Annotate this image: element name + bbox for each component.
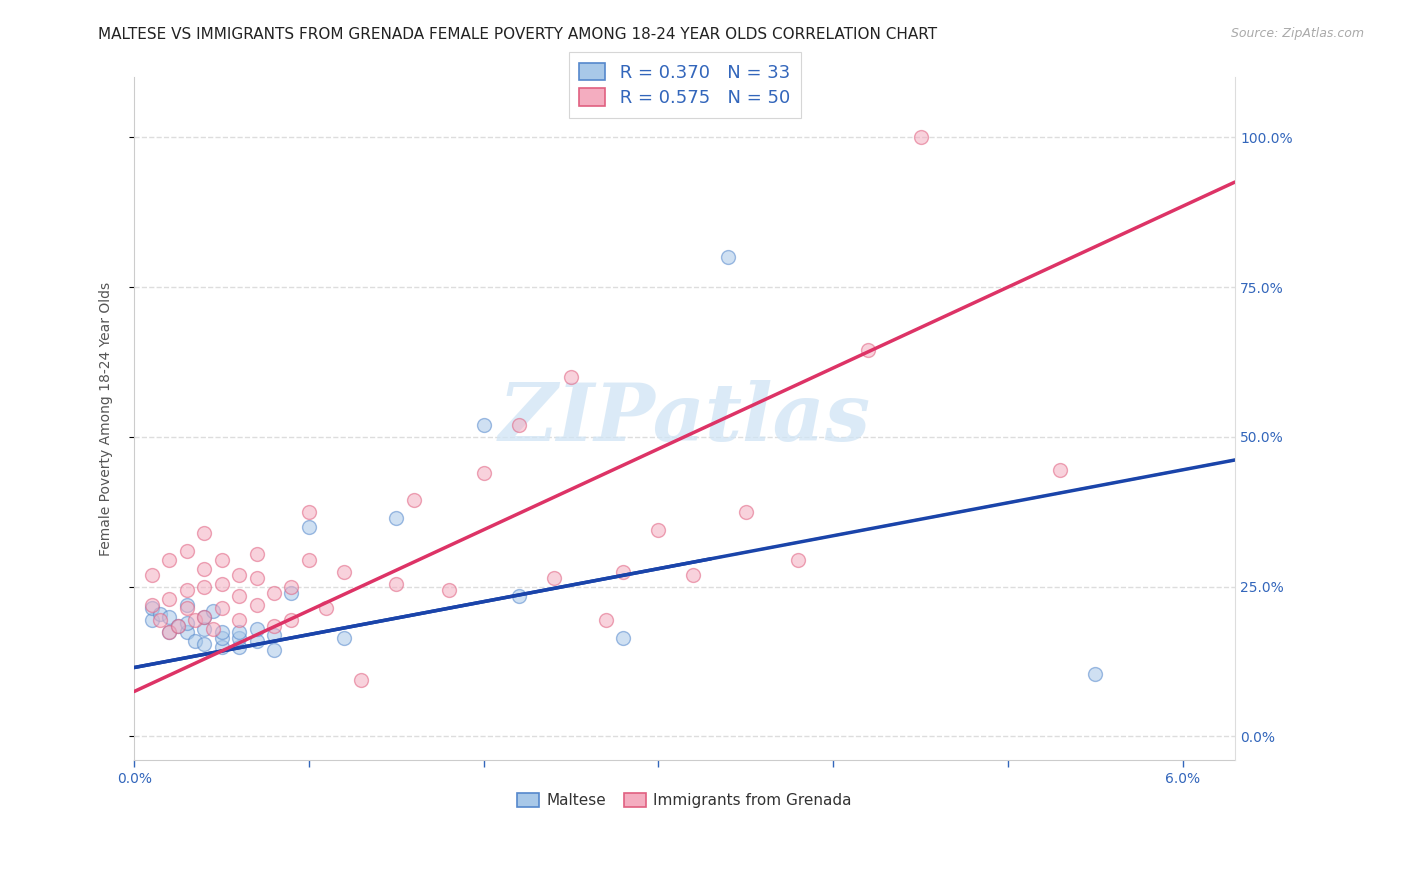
Point [149, 613, 172, 627]
Point [717, 250, 740, 264]
Point [333, 631, 356, 645]
Point [176, 600, 198, 615]
Point [193, 622, 215, 636]
Point [682, 567, 704, 582]
Point [228, 640, 250, 654]
Point [508, 417, 530, 432]
Point [472, 417, 495, 432]
Point [298, 520, 321, 534]
Point [201, 622, 224, 636]
Point [787, 552, 810, 566]
Point [612, 565, 634, 579]
Y-axis label: Female Poverty Among 18-24 Year Olds: Female Poverty Among 18-24 Year Olds [100, 282, 114, 556]
Point [263, 627, 285, 641]
Point [350, 673, 373, 687]
Point [211, 631, 233, 645]
Point [385, 576, 408, 591]
Point [176, 615, 198, 630]
Point [402, 492, 425, 507]
Point [211, 640, 233, 654]
Point [228, 567, 250, 582]
Point [856, 343, 879, 357]
Point [157, 609, 180, 624]
Point [193, 636, 215, 650]
Point [508, 589, 530, 603]
Point [263, 585, 285, 599]
Point [280, 580, 302, 594]
Point [647, 523, 669, 537]
Point [193, 609, 215, 624]
Text: ZIPatlas: ZIPatlas [499, 380, 870, 458]
Point [1049, 463, 1071, 477]
Point [228, 631, 250, 645]
Point [228, 613, 250, 627]
Point [176, 598, 198, 612]
Point [211, 552, 233, 566]
Point [184, 633, 207, 648]
Point [734, 505, 756, 519]
Point [141, 598, 163, 612]
Point [560, 370, 582, 384]
Point [263, 642, 285, 657]
Point [280, 613, 302, 627]
Legend: Maltese, Immigrants from Grenada: Maltese, Immigrants from Grenada [512, 787, 858, 814]
Point [193, 609, 215, 624]
Point [612, 631, 634, 645]
Point [472, 466, 495, 480]
Point [176, 624, 198, 639]
Point [211, 576, 233, 591]
Point [176, 582, 198, 597]
Point [245, 547, 267, 561]
Point [193, 562, 215, 576]
Point [193, 580, 215, 594]
Point [333, 565, 356, 579]
Text: MALTESE VS IMMIGRANTS FROM GRENADA FEMALE POVERTY AMONG 18-24 YEAR OLDS CORRELAT: MALTESE VS IMMIGRANTS FROM GRENADA FEMAL… [98, 27, 938, 42]
Point [228, 589, 250, 603]
Point [157, 624, 180, 639]
Point [543, 571, 565, 585]
Point [141, 567, 163, 582]
Point [141, 600, 163, 615]
Point [176, 543, 198, 558]
Point [298, 552, 321, 566]
Point [228, 624, 250, 639]
Point [149, 607, 172, 621]
Point [245, 571, 267, 585]
Point [910, 130, 932, 145]
Point [211, 624, 233, 639]
Point [157, 591, 180, 606]
Point [245, 598, 267, 612]
Point [167, 618, 190, 632]
Point [193, 525, 215, 540]
Point [315, 600, 337, 615]
Point [141, 613, 163, 627]
Point [167, 618, 190, 632]
Point [157, 552, 180, 566]
Point [211, 600, 233, 615]
Point [263, 618, 285, 632]
Point [184, 613, 207, 627]
Point [437, 582, 460, 597]
Point [245, 622, 267, 636]
Point [280, 585, 302, 599]
Point [298, 505, 321, 519]
Point [201, 604, 224, 618]
Point [245, 633, 267, 648]
Point [157, 624, 180, 639]
Point [1084, 666, 1107, 681]
Point [385, 510, 408, 524]
Point [595, 613, 617, 627]
Text: Source: ZipAtlas.com: Source: ZipAtlas.com [1230, 27, 1364, 40]
